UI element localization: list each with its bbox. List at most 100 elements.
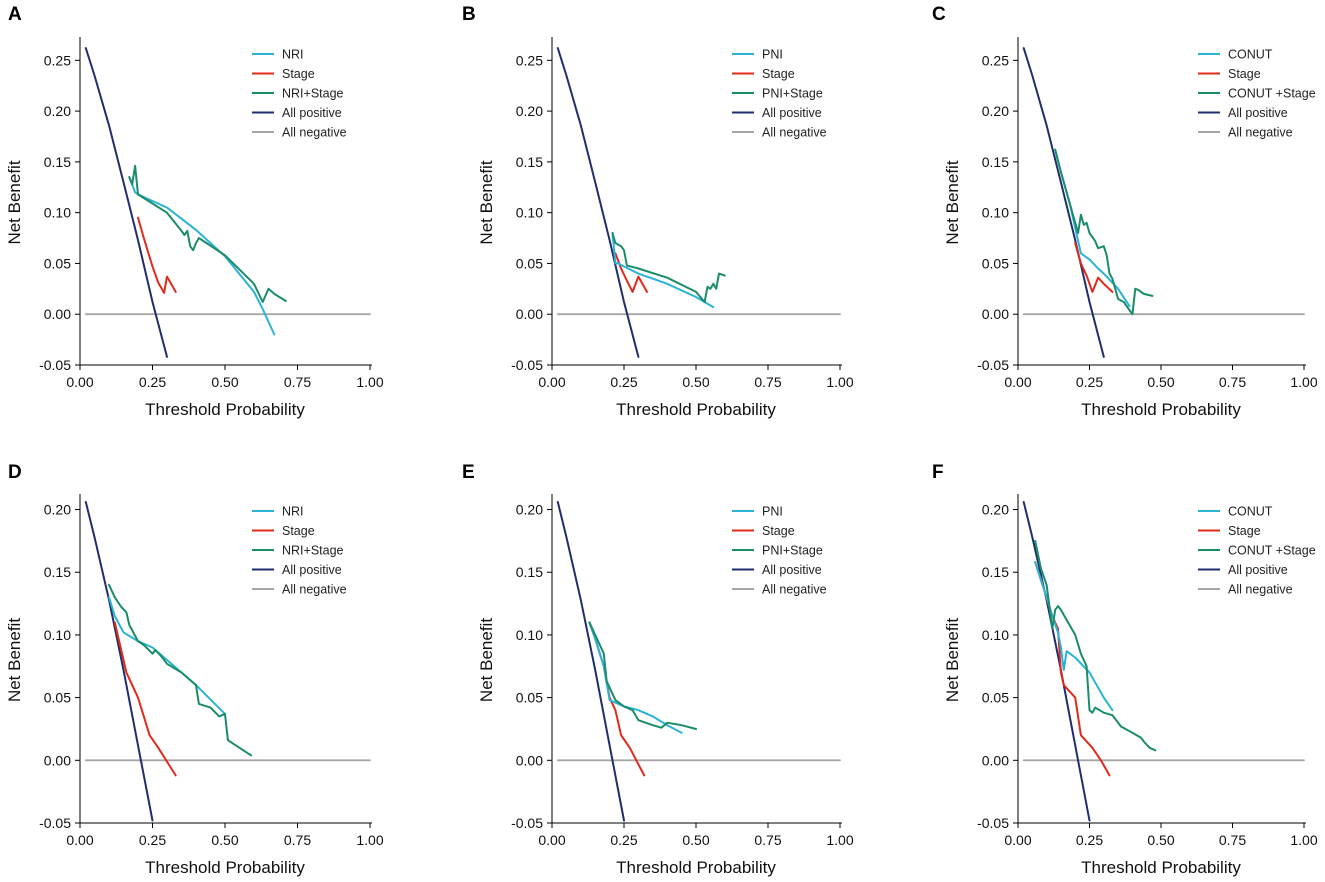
y-tick-label: 0.10	[44, 205, 71, 221]
y-tick-label: 0.20	[516, 103, 543, 119]
x-axis-title: Threshold Probability	[616, 400, 776, 419]
y-tick-label: 0.20	[44, 103, 71, 119]
panel-d: D 0.00 0.25 0.50 0.75 1.00 0.20 0.15 0.10 0.05 0.0…	[5, 462, 384, 877]
y-tick-label: 0.20	[982, 103, 1009, 119]
x-tick-label: 1.00	[1290, 374, 1317, 390]
series-line-stage	[614, 252, 648, 293]
x-tick-label: 0.50	[682, 832, 709, 848]
y-tick-label: 0.10	[516, 627, 543, 643]
x-tick-label: 0.25	[610, 374, 637, 390]
x-tick-label: 0.75	[1219, 374, 1246, 390]
legend-label: NRI+Stage	[282, 544, 344, 558]
legend-label: All positive	[282, 563, 342, 577]
y-tick-label: 0.00	[44, 752, 71, 768]
series-line-all-positive	[556, 501, 625, 822]
series-line-conut	[1054, 148, 1131, 308]
series-line-pni-stage	[611, 232, 726, 303]
panel-letter: B	[462, 4, 476, 25]
legend-label: All positive	[1228, 563, 1288, 577]
legend-label: All positive	[762, 106, 822, 120]
y-tick-label: 0.15	[516, 154, 543, 170]
x-tick-label: 0.50	[211, 832, 238, 848]
x-tick-label: 0.25	[1076, 374, 1103, 390]
series-line-stage	[1074, 242, 1114, 293]
y-axis-title: Net Benefit	[477, 618, 496, 702]
x-tick-label: 1.00	[826, 832, 853, 848]
series-line-all-positive	[84, 47, 168, 358]
y-tick-label: 0.25	[982, 52, 1009, 68]
y-tick-label: 0.15	[516, 564, 543, 580]
y-tick-label: 0.15	[44, 564, 71, 580]
x-tick-label: 1.00	[356, 832, 383, 848]
series-line-pni	[611, 232, 715, 309]
legend-label: Stage	[1228, 67, 1261, 81]
panel-a: A 0.00 0.25 0.50 0.75 1.00 0.25 0.20 0.15 0.10 0.0…	[5, 4, 384, 419]
legend-label: PNI+Stage	[762, 87, 823, 101]
y-tick-label: -0.05	[39, 815, 71, 831]
y-tick-label: 0.05	[982, 255, 1009, 271]
panel-letter: D	[8, 462, 22, 483]
series-line-conut-stage	[1054, 148, 1154, 316]
y-tick-label: 0.25	[44, 52, 71, 68]
legend-label: CONUT	[1228, 48, 1273, 62]
legend-label: All negative	[762, 583, 827, 597]
series-line-all-positive	[1022, 501, 1091, 822]
y-tick-label: -0.05	[977, 357, 1009, 373]
x-tick-label: 0.00	[1004, 832, 1031, 848]
x-tick-label: 0.00	[66, 832, 93, 848]
x-tick-label: 0.75	[284, 374, 311, 390]
y-tick-label: 0.10	[982, 627, 1009, 643]
y-tick-label: 0.20	[516, 502, 543, 518]
series-line-nri	[128, 176, 276, 336]
x-tick-label: 0.75	[1219, 832, 1246, 848]
legend-label: All negative	[282, 583, 347, 597]
panel-letter: E	[462, 462, 475, 483]
y-tick-label: 0.00	[982, 306, 1009, 322]
x-tick-label: 1.00	[826, 374, 853, 390]
x-tick-label: 0.75	[754, 374, 781, 390]
legend-label: Stage	[762, 67, 795, 81]
y-tick-label: 0.10	[44, 627, 71, 643]
x-axis-title: Threshold Probability	[145, 400, 305, 419]
panel-b: B 0.00 0.25 0.50 0.75 1.00 0.25 0.20 0.15 0.10 0.0…	[462, 4, 854, 419]
y-tick-label: 0.00	[516, 306, 543, 322]
legend-label: Stage	[1228, 524, 1261, 538]
x-tick-label: 1.00	[1290, 832, 1317, 848]
series-line-nri-stage	[108, 583, 253, 757]
y-tick-label: 0.05	[516, 255, 543, 271]
legend-label: CONUT +Stage	[1228, 544, 1316, 558]
panel-e: E 0.00 0.25 0.50 0.75 1.00 0.20 0.15 0.10 0.05 0.0…	[462, 462, 854, 877]
legend-label: Stage	[762, 524, 795, 538]
legend-label: Stage	[282, 524, 315, 538]
x-tick-label: 0.00	[1004, 374, 1031, 390]
x-tick-label: 0.25	[139, 832, 166, 848]
legend-label: PNI	[762, 48, 783, 62]
x-axis-title: Threshold Probability	[145, 858, 305, 877]
x-axis-title: Threshold Probability	[1081, 858, 1241, 877]
x-tick-label: 0.50	[682, 374, 709, 390]
legend-label: All negative	[282, 126, 347, 140]
y-tick-label: 0.20	[44, 502, 71, 518]
y-axis-title: Net Benefit	[943, 160, 962, 244]
y-tick-label: 0.00	[44, 306, 71, 322]
y-tick-label: 0.10	[982, 205, 1009, 221]
y-tick-label: 0.00	[516, 752, 543, 768]
y-axis-title: Net Benefit	[5, 618, 24, 702]
x-tick-label: 1.00	[356, 374, 383, 390]
legend-label: CONUT	[1228, 505, 1273, 519]
y-axis-title: Net Benefit	[477, 160, 496, 244]
series-line-stage	[113, 621, 177, 777]
y-tick-label: -0.05	[39, 357, 71, 373]
y-tick-label: 0.05	[44, 255, 71, 271]
y-tick-label: -0.05	[511, 815, 543, 831]
y-tick-label: -0.05	[511, 357, 543, 373]
legend-label: All positive	[282, 106, 342, 120]
legend-label: NRI	[282, 48, 304, 62]
y-tick-label: 0.05	[516, 690, 543, 706]
x-tick-label: 0.25	[139, 374, 166, 390]
y-tick-label: 0.15	[982, 564, 1009, 580]
x-tick-label: 0.75	[284, 832, 311, 848]
y-tick-label: 0.15	[982, 154, 1009, 170]
panel-c: C 0.00 0.25 0.50 0.75 1.00 0.25 0.20 0.15 0.10 0.0…	[932, 4, 1318, 419]
